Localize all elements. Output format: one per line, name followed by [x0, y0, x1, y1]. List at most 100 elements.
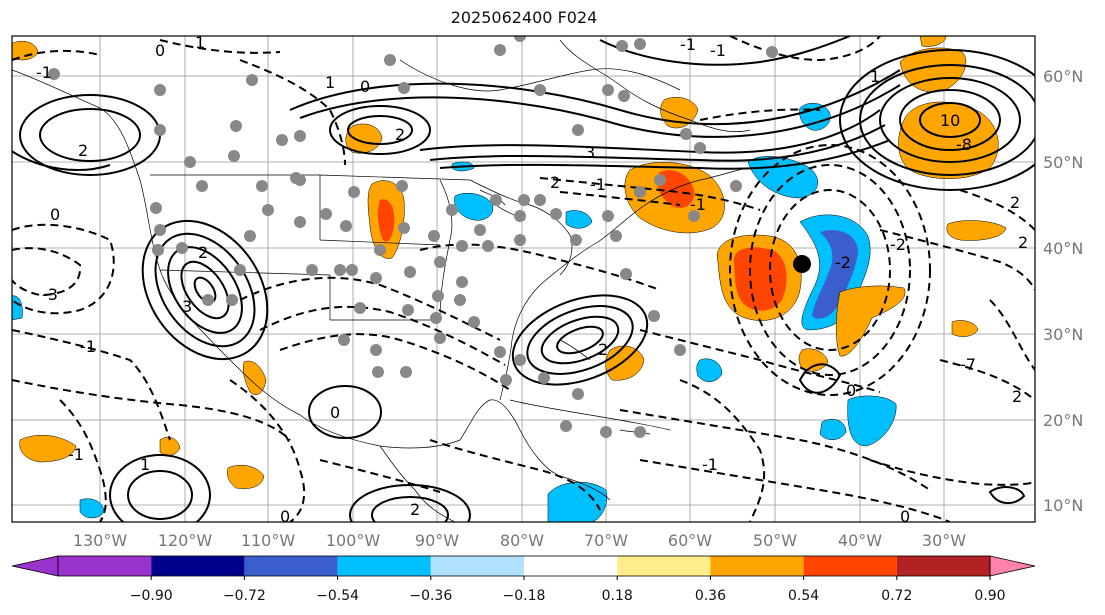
contour-label: 0: [846, 381, 856, 400]
contour-label: 2: [1010, 193, 1020, 212]
longitude-label: 100°W: [326, 531, 381, 550]
station-dot: [370, 272, 382, 284]
colorbar-arrow-right: [989, 555, 1036, 577]
contour-label: 0: [155, 41, 165, 60]
station-dot: [602, 84, 614, 96]
station-dot: [456, 240, 468, 252]
station-dot: [184, 156, 196, 168]
colorbar-segment: [803, 556, 897, 576]
contour-label: 2: [410, 500, 420, 519]
station-dot: [202, 294, 214, 306]
contour-label: 0: [360, 77, 370, 96]
longitude-label: 110°W: [241, 531, 296, 550]
station-dot: [680, 128, 692, 140]
latitude-label: 30°N: [1043, 325, 1083, 344]
station-dot: [434, 256, 446, 268]
negative-contours: [12, 36, 1035, 522]
contour-label: -1: [36, 63, 52, 82]
latitude-label: 50°N: [1043, 153, 1083, 172]
contour-label: 3: [182, 297, 192, 316]
latitude-label: 60°N: [1043, 67, 1083, 86]
station-dot: [446, 204, 458, 216]
colorbar-tick-label: 0.90: [974, 588, 1005, 604]
colorbar-segment: [337, 556, 431, 576]
station-dot: [634, 426, 646, 438]
colorbar-tick-label: 0.54: [788, 588, 819, 604]
longitude-label: 130°W: [73, 531, 128, 550]
contour-label: -2: [890, 235, 906, 254]
station-dot: [372, 366, 384, 378]
station-dot: [150, 202, 162, 214]
contour-label: 1: [870, 67, 880, 86]
negative-anomaly-caribbean: [547, 481, 608, 522]
colorbar-tick-label: 0.72: [881, 588, 912, 604]
contour-label: 1: [325, 73, 335, 92]
station-dot: [370, 344, 382, 356]
station-dot: [398, 82, 410, 94]
station-dot: [648, 310, 660, 322]
colorbar-segment: [244, 556, 338, 576]
contour-label: -1: [590, 175, 606, 194]
station-dot: [514, 354, 526, 366]
station-dot: [618, 90, 630, 102]
station-dot: [228, 150, 240, 162]
station-dot: [354, 302, 366, 314]
contour-label: 2: [1018, 233, 1028, 252]
station-dot: [402, 304, 414, 316]
colorbar-segment: [151, 556, 245, 576]
station-dot: [262, 204, 274, 216]
station-dot: [428, 230, 440, 242]
station-dot: [560, 420, 572, 432]
colorbar-segment: [524, 556, 618, 576]
station-dot: [654, 174, 666, 186]
station-dot: [152, 244, 164, 256]
longitude-label: 30°W: [922, 531, 966, 550]
longitude-label: 90°W: [415, 531, 459, 550]
station-dot: [572, 388, 584, 400]
station-dot: [694, 142, 706, 154]
colorbar-arrow-left: [11, 555, 59, 577]
colorbar-tick-label: 0.36: [695, 588, 726, 604]
contour-label: 2: [395, 125, 405, 144]
station-dot: [570, 234, 582, 246]
contour-label: 2: [1012, 387, 1022, 406]
station-dot: [234, 264, 246, 276]
contour-label: 1: [140, 455, 150, 474]
station-dot: [766, 46, 778, 58]
contour-label: 0: [50, 205, 60, 224]
latitude-label: 40°N: [1043, 239, 1083, 258]
contour-label: -3: [42, 285, 58, 304]
contour-label: 0: [900, 507, 910, 526]
station-dot: [244, 230, 256, 242]
colorbar-segment: [617, 556, 711, 576]
station-dot: [490, 194, 502, 206]
station-dot: [550, 208, 562, 220]
location-marker: [793, 255, 811, 273]
station-dot: [514, 210, 526, 222]
contour-label: -1: [702, 455, 718, 474]
colorbar-tick-label: −0.72: [223, 588, 266, 604]
station-dot: [334, 264, 346, 276]
map-frame: [11, 35, 1036, 523]
station-dot: [430, 312, 442, 324]
station-dot: [294, 216, 306, 228]
colorbar-tick-label: 0.18: [602, 588, 633, 604]
station-dot: [230, 120, 242, 132]
colorbar-segment: [710, 556, 804, 576]
contour-label: 10: [940, 111, 960, 130]
station-dot: [294, 130, 306, 142]
contour-label: -1: [68, 445, 84, 464]
station-dot: [454, 294, 466, 306]
colorbar-tick-label: −0.36: [409, 588, 452, 604]
station-dot: [256, 180, 268, 192]
station-dot: [154, 224, 166, 236]
station-dot: [276, 134, 288, 146]
contour-label: -1: [690, 195, 706, 214]
longitude-label: 50°W: [753, 531, 797, 550]
contour-label: 1: [195, 33, 205, 52]
station-dot: [620, 268, 632, 280]
station-dot: [306, 264, 318, 276]
station-dot: [404, 266, 416, 278]
colorbar-tick-label: −0.18: [503, 588, 546, 604]
colorbar-segment: [58, 556, 152, 576]
